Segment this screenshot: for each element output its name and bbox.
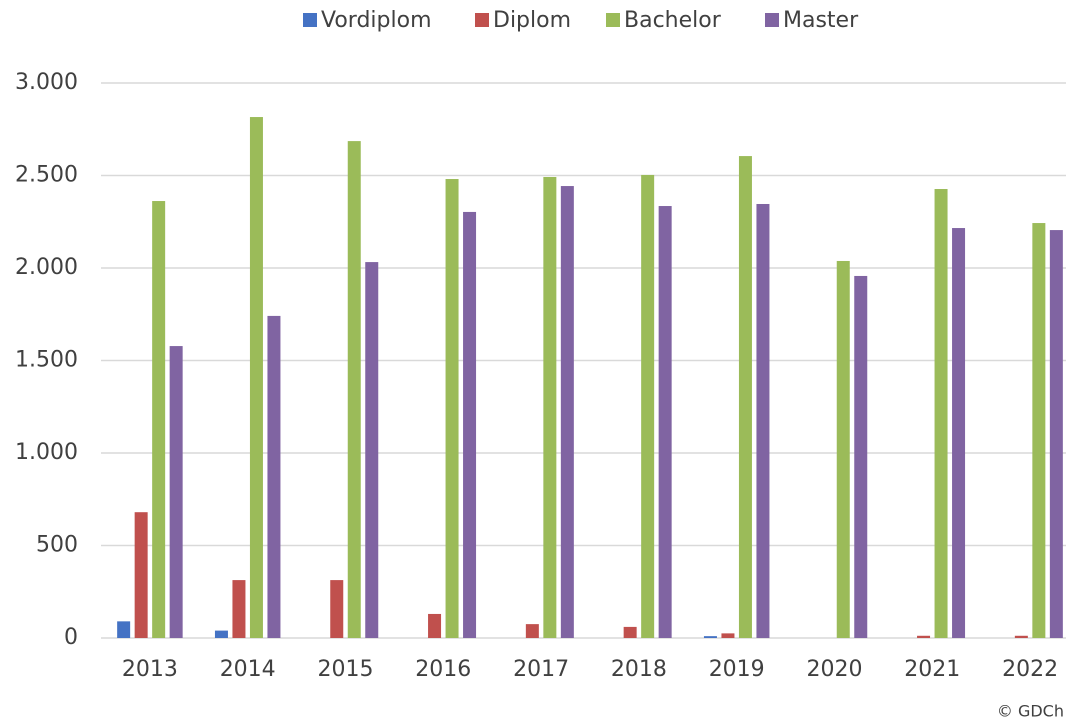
bar [623, 626, 637, 638]
bar [658, 206, 672, 638]
bar [152, 201, 166, 638]
x-tick-label: 2014 [220, 657, 276, 682]
bar [703, 636, 717, 638]
bar [134, 512, 148, 638]
x-tick-label: 2016 [415, 657, 471, 682]
bar [463, 211, 477, 638]
x-tick-label: 2013 [122, 657, 178, 682]
legend-swatch [475, 13, 489, 27]
y-tick-label: 3.000 [15, 70, 78, 95]
legend-label: Vordiplom [321, 8, 432, 33]
bar [117, 621, 131, 638]
y-tick-label: 2.000 [15, 255, 78, 280]
legend-swatch [303, 13, 317, 27]
bar [428, 613, 442, 638]
bar [330, 580, 344, 638]
x-tick-label: 2015 [318, 657, 374, 682]
y-tick-label: 2.500 [15, 163, 78, 188]
legend-label: Diplom [493, 8, 571, 33]
bar [267, 315, 281, 638]
bar [952, 228, 966, 639]
bar [1014, 635, 1028, 638]
bar [1032, 223, 1046, 639]
bar [641, 174, 655, 638]
bar [249, 117, 263, 639]
source: © GDCh [997, 702, 1064, 721]
legend-swatch [765, 13, 779, 27]
bar [347, 141, 361, 638]
legend-label: Bachelor [624, 8, 722, 33]
bar [525, 624, 539, 638]
bar [214, 630, 228, 638]
bar [232, 580, 246, 638]
x-tick-label: 2017 [513, 657, 569, 682]
bar [854, 275, 868, 638]
y-tick-label: 1.500 [15, 348, 78, 373]
bar [365, 262, 379, 638]
bar [560, 186, 574, 639]
x-tick-label: 2019 [709, 657, 765, 682]
legend-swatch [606, 13, 620, 27]
bar [738, 156, 752, 638]
x-tick-label: 2021 [904, 657, 960, 682]
bar [917, 635, 931, 638]
bar [169, 346, 183, 638]
legend-label: Master [783, 8, 859, 33]
bar [934, 189, 948, 638]
x-tick-label: 2018 [611, 657, 667, 682]
y-tick-label: 1.000 [15, 440, 78, 465]
y-tick-label: 0 [64, 625, 78, 650]
x-tick-label: 2022 [1002, 657, 1058, 682]
bar [445, 179, 459, 638]
bar [543, 176, 557, 639]
x-tick-label: 2020 [807, 657, 863, 682]
bar [836, 260, 850, 638]
bar [1049, 230, 1063, 638]
bar [756, 203, 770, 639]
bar [721, 633, 735, 638]
y-tick-label: 500 [36, 533, 78, 558]
